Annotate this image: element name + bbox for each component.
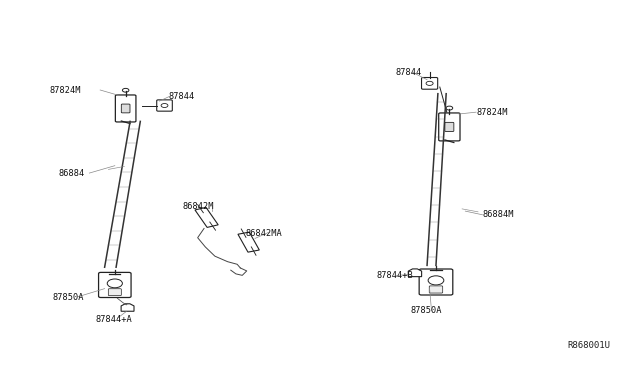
FancyBboxPatch shape <box>157 100 172 111</box>
Text: 87850A: 87850A <box>52 293 84 302</box>
FancyBboxPatch shape <box>108 289 122 296</box>
FancyBboxPatch shape <box>99 272 131 298</box>
Polygon shape <box>195 207 218 227</box>
FancyBboxPatch shape <box>115 95 136 122</box>
Polygon shape <box>121 304 134 311</box>
Text: 87844: 87844 <box>395 68 422 77</box>
FancyBboxPatch shape <box>445 122 454 131</box>
Polygon shape <box>238 232 259 252</box>
Polygon shape <box>408 269 422 277</box>
Text: R868001U: R868001U <box>567 341 610 350</box>
Text: 87844+A: 87844+A <box>96 315 132 324</box>
Text: 87844: 87844 <box>169 92 195 101</box>
Text: 86842MA: 86842MA <box>246 229 282 238</box>
FancyBboxPatch shape <box>419 269 452 295</box>
FancyBboxPatch shape <box>438 113 460 141</box>
Text: 86884: 86884 <box>59 169 85 177</box>
Text: 86842M: 86842M <box>183 202 214 211</box>
Text: 87850A: 87850A <box>410 306 442 315</box>
Text: 86884M: 86884M <box>483 210 514 219</box>
FancyBboxPatch shape <box>429 286 443 293</box>
FancyBboxPatch shape <box>422 77 438 89</box>
FancyBboxPatch shape <box>122 104 130 113</box>
Text: 87824M: 87824M <box>476 108 508 117</box>
Text: 87824M: 87824M <box>49 86 81 94</box>
Text: 87844+B: 87844+B <box>376 271 413 280</box>
